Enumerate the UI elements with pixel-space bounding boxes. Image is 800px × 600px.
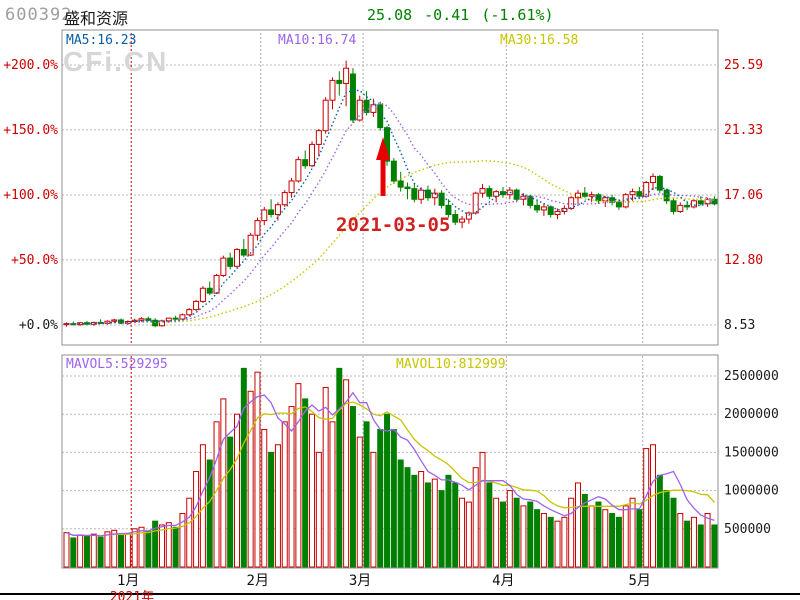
year-axis-label: 2021年 xyxy=(109,590,155,600)
svg-text:3月: 3月 xyxy=(349,573,371,589)
stock-code: 600392 xyxy=(5,5,73,25)
svg-text:1000000: 1000000 xyxy=(724,484,779,499)
svg-text:1月: 1月 xyxy=(117,573,139,589)
svg-text:2500000: 2500000 xyxy=(724,369,779,384)
date-annotation: 2021-03-05 xyxy=(336,214,451,236)
ma30-label: MA30:16.58 xyxy=(500,33,579,48)
price-change-pct: (-1.61%) xyxy=(481,6,554,24)
svg-text:4月: 4月 xyxy=(492,573,514,589)
svg-text:+200.0%: +200.0% xyxy=(3,58,58,73)
svg-text:1500000: 1500000 xyxy=(724,445,779,460)
price-change: -0.41 xyxy=(424,6,470,24)
svg-text:+150.0%: +150.0% xyxy=(3,123,58,138)
quote-bar: 25.08 -0.41 (-1.61%) xyxy=(367,6,554,24)
svg-text:+50.0%: +50.0% xyxy=(11,253,58,268)
ma5-label: MA5:16.23 xyxy=(66,33,137,48)
svg-text:8.53: 8.53 xyxy=(724,318,755,333)
watermark-logo: CFi.CN xyxy=(63,46,169,77)
svg-text:2月: 2月 xyxy=(247,573,269,589)
svg-text:+100.0%: +100.0% xyxy=(3,188,58,203)
mavol10-label: MAVOL10:812999 xyxy=(396,357,506,372)
stock-name: 盛和资源 xyxy=(64,9,129,28)
svg-text:25.59: 25.59 xyxy=(724,58,763,73)
svg-text:2000000: 2000000 xyxy=(724,407,779,422)
mavol5-label: MAVOL5:529295 xyxy=(66,357,168,372)
svg-text:21.33: 21.33 xyxy=(724,123,763,138)
ma10-label: MA10:16.74 xyxy=(278,33,357,48)
svg-text:+0.0%: +0.0% xyxy=(19,318,58,333)
svg-text:17.06: 17.06 xyxy=(724,188,763,203)
last-price: 25.08 xyxy=(367,6,413,24)
svg-text:500000: 500000 xyxy=(724,522,771,537)
svg-text:12.80: 12.80 xyxy=(724,253,763,268)
svg-text:5月: 5月 xyxy=(628,573,650,589)
